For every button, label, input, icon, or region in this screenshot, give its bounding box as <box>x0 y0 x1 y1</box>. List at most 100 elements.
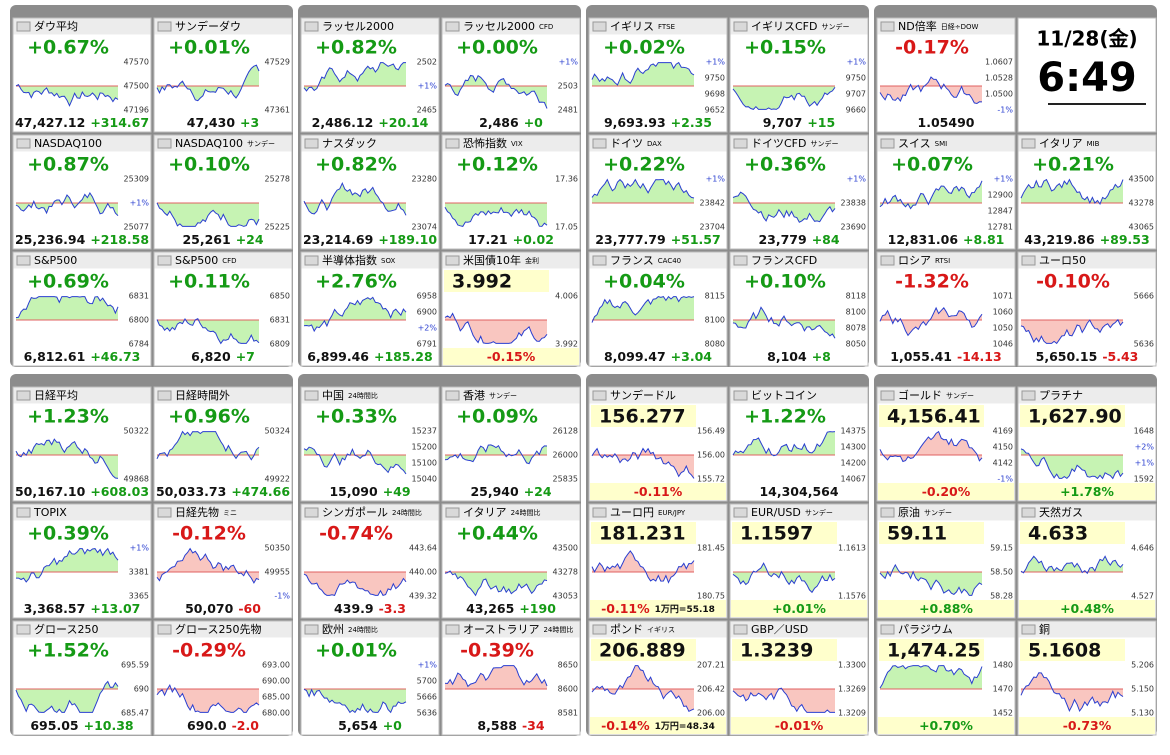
price: 50,070 <box>185 601 234 616</box>
change: +8 <box>812 349 831 364</box>
head-value: +0.33% <box>315 406 397 428</box>
tile: グロース250 +1.52% 695.59 690 685.47 695.05 +10.38 <box>12 620 152 736</box>
change: +3.04 <box>671 349 713 364</box>
tile-title: イタリア 24時間比 <box>463 506 540 519</box>
price: +0.70% <box>919 718 973 733</box>
sub: サンデー <box>805 508 833 517</box>
tile: イギリス FTSE +0.02% +1% 9750 9698 9652 9,693.93 +2.… <box>588 17 728 133</box>
sub: VIX <box>511 140 523 148</box>
sparkline <box>15 438 119 479</box>
title-bar <box>589 504 727 521</box>
axis-label: 1.3300 <box>838 661 866 670</box>
foot: +0.48% <box>1060 601 1114 616</box>
foot: 8,099.47 +3.04 <box>604 349 712 364</box>
tile-bg <box>153 251 293 367</box>
sparkline-fill <box>16 296 118 320</box>
foot: 25,940 +24 <box>470 484 551 499</box>
sparkline-fill <box>445 665 547 689</box>
price: 8,588 <box>477 718 517 733</box>
axis-label: 43500 <box>1129 175 1154 184</box>
head-value: 1,627.90 <box>1028 406 1122 428</box>
sparkline-fill <box>733 86 835 110</box>
foot-bg <box>443 348 579 365</box>
price: -0.11% <box>601 601 650 616</box>
sparkline <box>156 430 260 461</box>
sparkline-fill <box>445 571 547 596</box>
foot: -0.73% <box>1063 718 1112 733</box>
sub: CFD <box>222 257 236 265</box>
sub: RTSI <box>935 257 950 265</box>
sub: サンデー <box>489 391 517 400</box>
flag <box>733 138 748 149</box>
head-value: +1.23% <box>27 406 109 428</box>
head-value: +0.09% <box>456 406 538 428</box>
title-bar <box>730 387 868 404</box>
flag <box>157 138 172 149</box>
head-value: +1.52% <box>27 640 109 662</box>
axis-label: 180.75 <box>697 592 725 601</box>
flag <box>445 138 460 149</box>
title-bar <box>301 387 439 404</box>
name: オーストラリア <box>463 623 539 636</box>
axis-label: +2% <box>418 324 438 333</box>
head-bg <box>1020 639 1125 661</box>
axis-label: 1592 <box>1134 475 1154 484</box>
axis-label: 6800 <box>129 316 149 325</box>
axis-label: 5700 <box>417 677 437 686</box>
axis-label: +1% <box>1135 459 1155 468</box>
price: 9,707 <box>763 115 803 130</box>
axis-label: 25077 <box>124 223 149 232</box>
foot: 2,486 +0 <box>479 115 543 130</box>
title-bar <box>442 135 580 152</box>
title-bar <box>877 18 1015 35</box>
tile-title: ポンド イギリス <box>610 623 675 636</box>
title-bar <box>13 18 151 35</box>
sparkline <box>156 64 260 102</box>
flag <box>592 138 607 149</box>
head-bg <box>591 405 696 427</box>
sparkline <box>732 562 836 594</box>
foot-bg <box>1019 600 1155 617</box>
axis-label: 14067 <box>841 475 866 484</box>
tile: サンデードル 156.277 156.49 156.00 155.72 -0.11% <box>588 386 728 502</box>
sparkline <box>156 318 260 345</box>
sparkline <box>591 665 695 712</box>
change: +46.73 <box>90 349 140 364</box>
tile-bg <box>153 134 293 250</box>
axis-label: 15100 <box>412 459 437 468</box>
tile: 半導体指数 SOX +2.76% 6958 6900 +2% 6791 6,899.46 +18… <box>300 251 440 367</box>
axis-label: 6831 <box>129 292 149 301</box>
tile-bg <box>1017 17 1157 133</box>
price: 23,214.69 <box>303 232 373 247</box>
flag <box>880 21 895 32</box>
head-value: +0.15% <box>744 37 826 59</box>
tile-bg <box>300 620 440 736</box>
name: イタリア <box>463 506 507 519</box>
foot-bg <box>731 717 867 734</box>
axis-label: 8050 <box>846 340 866 349</box>
axis-label: 1050 <box>993 324 1013 333</box>
head-value: -0.29% <box>172 640 246 662</box>
head-value: 206.889 <box>599 640 686 662</box>
axis-label: 8080 <box>705 340 725 349</box>
axis-label: 25278 <box>265 175 290 184</box>
foot: -0.01% <box>775 718 824 733</box>
sub: サンデー <box>924 508 952 517</box>
sparkline <box>732 191 836 223</box>
tile-title: ラッセル2000 CFD <box>463 20 553 33</box>
head-value: 181.231 <box>599 523 686 545</box>
price: -0.01% <box>775 718 824 733</box>
head-value: +0.21% <box>1032 154 1114 176</box>
tile: ラッセル2000 CFD+0.00% +1% 2503 2481 2,486 +0 <box>441 17 581 133</box>
name: ロシア <box>898 254 931 267</box>
price: 5,650.15 <box>1036 349 1098 364</box>
sparkline-fill <box>880 431 982 462</box>
title-bar <box>730 18 868 35</box>
name: ダウ平均 <box>34 19 78 33</box>
tile: イギリスCFD サンデー +0.15% +1% 9750 9707 9660 9,707 +15 <box>729 17 869 133</box>
price: 9,693.93 <box>604 115 666 130</box>
sparkline <box>444 665 548 688</box>
axis-label: 50324 <box>265 427 290 436</box>
tile-bg <box>588 17 728 133</box>
tile: ポンド イギリス 206.889 207.21 206.42 206.00 -0.14% 1万… <box>588 620 728 736</box>
